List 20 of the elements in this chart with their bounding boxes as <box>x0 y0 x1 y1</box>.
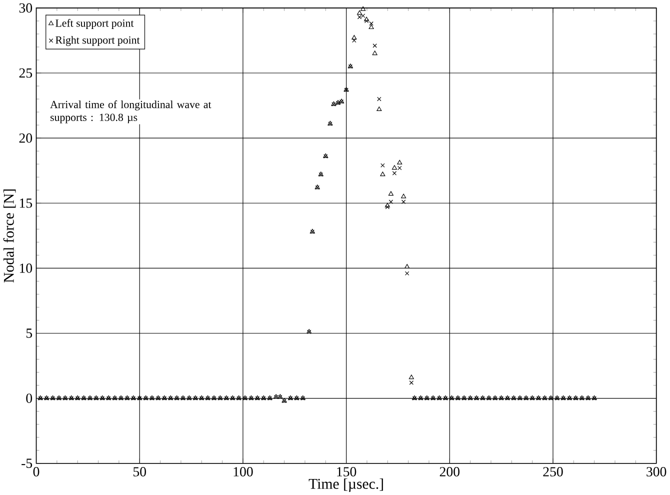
y-tick-label: 5 <box>26 328 32 338</box>
x-tick-label: 300 <box>646 466 666 476</box>
annotation: Arrival time of longitudinal wave at supports : 130.8 µs <box>50 100 212 124</box>
x-tick-label: 0 <box>33 466 40 476</box>
x-tick-label: 250 <box>543 466 563 476</box>
x-tick-label: 200 <box>440 466 460 476</box>
y-tick-label: 15 <box>20 198 32 208</box>
y-tick-label: 25 <box>19 68 32 78</box>
x-tick-label: 150 <box>337 466 356 476</box>
x-tick-label: 100 <box>234 466 253 476</box>
y-tick-label: 20 <box>19 133 32 143</box>
y-tick-label: 30 <box>19 3 32 13</box>
legend-label: Right support point <box>56 36 140 46</box>
y-tick-label: 10 <box>20 263 32 273</box>
x-axis-title: Time [µsec.] <box>308 478 383 492</box>
y-tick-label: -5 <box>22 458 32 468</box>
x-tick-label: 50 <box>134 466 146 476</box>
legend-label: Left support point <box>56 18 134 29</box>
y-tick-label: 0 <box>26 394 32 403</box>
y-axis-title: Nodal force [N] <box>3 189 16 282</box>
